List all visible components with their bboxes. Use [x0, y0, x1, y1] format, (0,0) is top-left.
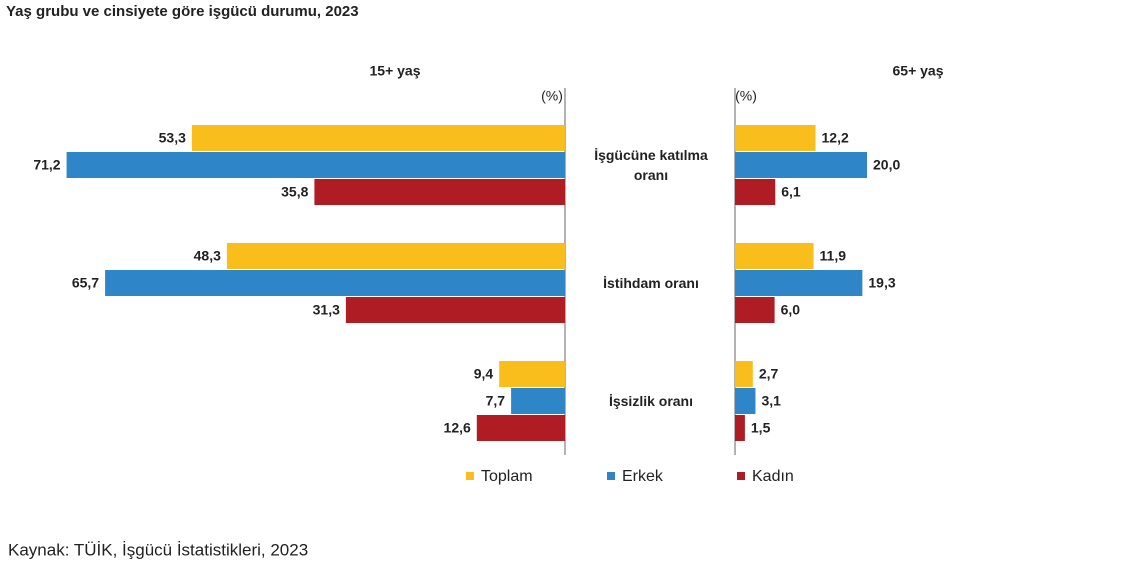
legend-label: Kadın [752, 468, 794, 485]
bar [735, 270, 863, 296]
value-label: 31,3 [313, 302, 340, 318]
legend-swatch [466, 472, 474, 480]
value-label: 71,2 [33, 157, 60, 173]
value-label: 20,0 [873, 157, 900, 173]
value-label: 2,7 [759, 366, 779, 382]
source: Kaynak: TÜİK, İşgücü İstatistikleri, 202… [8, 540, 308, 559]
value-label: 35,8 [281, 184, 308, 200]
panel-title: 65+ yaş [893, 63, 944, 79]
bar [735, 179, 776, 205]
category-label: İşsizlik oranı [608, 393, 694, 409]
value-label: 53,3 [159, 130, 186, 146]
value-label: 9,4 [474, 366, 494, 382]
legend-swatch [737, 472, 745, 480]
bar [735, 415, 745, 441]
category-label: İstihdam oranı [603, 275, 699, 291]
bar [191, 125, 565, 151]
value-label: 12,6 [444, 420, 471, 436]
bar [735, 125, 816, 151]
bar [735, 388, 756, 414]
bar [314, 179, 565, 205]
legend-label: Toplam [481, 468, 533, 485]
bar [735, 297, 775, 323]
value-label: 19,3 [868, 275, 895, 291]
value-label: 1,5 [751, 420, 771, 436]
bar [735, 361, 753, 387]
chart-title: Yaş grubu ve cinsiyete göre işgücü durum… [6, 3, 359, 20]
legend-swatch [607, 472, 615, 480]
unit-label: (%) [541, 88, 563, 104]
value-label: 7,7 [486, 393, 506, 409]
bar [511, 388, 565, 414]
value-label: 6,0 [781, 302, 801, 318]
bar [499, 361, 565, 387]
legend-label: Erkek [622, 468, 664, 485]
bar [105, 270, 565, 296]
bar [66, 152, 565, 178]
category-label: İşgücüne katılma oranı [594, 147, 708, 183]
value-label: 11,9 [820, 248, 847, 264]
value-label: 3,1 [761, 393, 781, 409]
value-label: 12,2 [822, 130, 849, 146]
value-label: 65,7 [72, 275, 99, 291]
unit-label: (%) [735, 88, 757, 104]
value-label: 48,3 [194, 248, 221, 264]
bar [735, 152, 867, 178]
bar [226, 243, 565, 269]
bar [345, 297, 565, 323]
value-label: 6,1 [781, 184, 801, 200]
bar [735, 243, 814, 269]
bar [476, 415, 565, 441]
panel-title: 15+ yaş [370, 63, 421, 79]
